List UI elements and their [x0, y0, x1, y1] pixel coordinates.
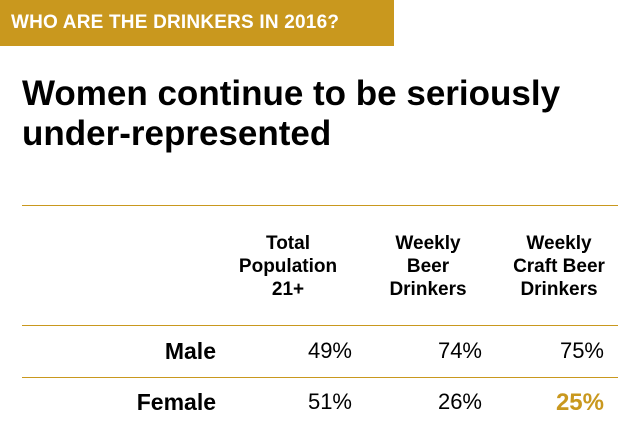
row-label-female: Female	[136, 389, 216, 415]
banner-title: WHO ARE THE DRINKERS IN 2016?	[11, 12, 340, 33]
column-header-weekly-craft-beer-drinkers: Weekly Craft Beer Drinkers	[513, 233, 605, 300]
page-headline: Women continue to be seriously under-rep…	[22, 74, 561, 153]
cell-female-weekly-beer: 26%	[437, 389, 482, 414]
table-top-divider	[22, 205, 618, 206]
header-divider	[22, 325, 618, 326]
column-header-weekly-beer-drinkers: Weekly Beer Drinkers	[389, 233, 467, 300]
row-divider	[22, 377, 618, 378]
cell-female-total-population: 51%	[307, 389, 352, 414]
cell-female-weekly-craft-beer-highlight: 25%	[555, 389, 604, 416]
section-banner: WHO ARE THE DRINKERS IN 2016?	[0, 0, 394, 46]
cell-male-weekly-craft-beer: 75%	[559, 338, 604, 363]
row-label-male: Male	[164, 338, 216, 364]
cell-male-total-population: 49%	[307, 338, 352, 363]
cell-male-weekly-beer: 74%	[437, 338, 482, 363]
column-header-total-population: Total Population 21+	[238, 233, 338, 300]
